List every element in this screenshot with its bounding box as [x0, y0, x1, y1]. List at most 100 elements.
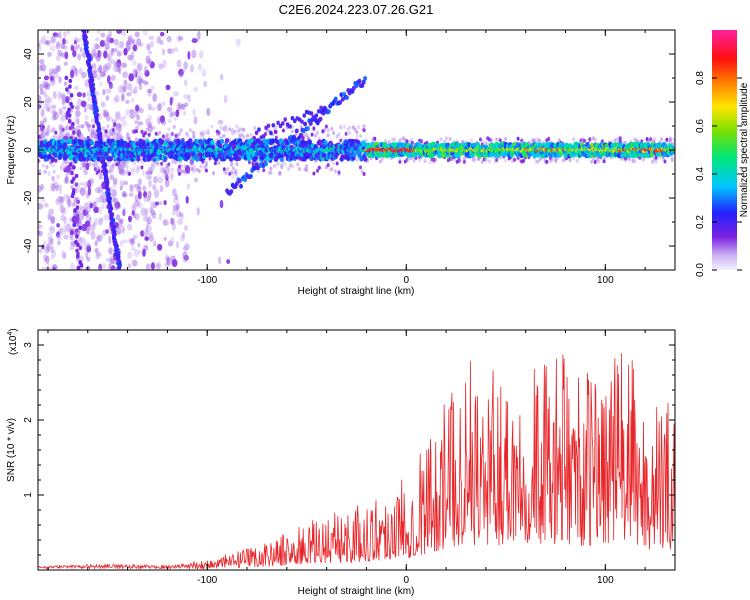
heatmap-cell [489, 139, 493, 144]
heatmap-cell [188, 138, 193, 144]
heatmap-cell [178, 103, 185, 109]
heatmap-cell [103, 213, 110, 221]
heatmap-cell [50, 76, 54, 81]
heatmap-cell [38, 248, 43, 254]
heatmap-cell [147, 132, 151, 137]
heatmap-cell [39, 120, 45, 125]
heatmap-cell [96, 235, 102, 243]
heatmap-cell [148, 231, 154, 238]
heatmap-cell [333, 169, 337, 174]
heatmap-cell [173, 117, 178, 122]
heatmap-cell [76, 254, 80, 259]
heatmap-cell [116, 131, 121, 137]
heatmap-cell [60, 114, 66, 122]
heatmap-cell [314, 113, 319, 118]
heatmap-cell [332, 161, 336, 166]
heatmap-cell [50, 245, 54, 254]
heatmap-cell [142, 214, 147, 222]
heatmap-cell [70, 179, 74, 184]
heatmap-cell [183, 61, 188, 70]
heatmap-cell [402, 136, 405, 141]
heatmap-cell [40, 183, 44, 191]
heatmap-cell [92, 201, 97, 208]
heatmap-cell [86, 242, 91, 248]
heatmap-cell [63, 228, 67, 235]
heatmap-cell [94, 187, 101, 194]
heatmap-cell [281, 121, 285, 126]
heatmap-cell [95, 234, 102, 241]
heatmap-cell [181, 169, 185, 174]
heatmap-cell [144, 70, 150, 77]
heatmap-cell [121, 62, 128, 68]
heatmap-cell [332, 131, 336, 135]
heatmap-cell [178, 212, 183, 218]
heatmap-cell [143, 65, 148, 74]
heatmap-cell [178, 164, 181, 169]
heatmap-cell [344, 95, 349, 101]
heatmap-cell [588, 138, 592, 143]
heatmap-cell [153, 189, 160, 198]
heatmap-cell [166, 257, 172, 266]
heatmap-cell [504, 158, 508, 163]
heatmap-cell [193, 86, 198, 93]
heatmap-cell [84, 114, 89, 121]
heatmap-cell [161, 134, 165, 139]
heatmap-cell [142, 80, 149, 85]
heatmap-cell [204, 160, 208, 165]
heatmap-cell [108, 263, 112, 270]
heatmap-cell [98, 234, 103, 242]
heatmap-cell [146, 225, 153, 233]
heatmap-cell [156, 243, 163, 251]
heatmap-cell [84, 202, 89, 210]
heatmap-cell [223, 95, 228, 103]
heatmap-cell [93, 53, 98, 59]
tick-label: 0.2 [695, 215, 706, 229]
heatmap-cell [538, 138, 542, 143]
heatmap-cell [108, 247, 115, 256]
heatmap-cell [70, 104, 74, 110]
heatmap-cell [378, 159, 382, 164]
heatmap-cell [115, 214, 121, 221]
heatmap-cell [120, 164, 125, 173]
heatmap-cell [561, 158, 565, 163]
heatmap-cell [156, 37, 162, 45]
heatmap-cell [93, 167, 97, 172]
heatmap-cell [82, 209, 89, 217]
heatmap-cell [104, 134, 108, 139]
heatmap-cell [70, 193, 75, 199]
heatmap-cell [419, 139, 423, 144]
heatmap-cell [129, 238, 135, 246]
heatmap-cell [67, 132, 70, 137]
heatmap-cell [672, 141, 675, 146]
heatmap-cell [269, 130, 273, 136]
heatmap-cell [146, 216, 152, 225]
heatmap-cell [108, 30, 113, 38]
heatmap-cell [174, 133, 178, 138]
heatmap-cell [330, 126, 334, 131]
heatmap-cell [59, 227, 64, 236]
heatmap-cell [130, 109, 136, 115]
heatmap-cell [191, 130, 196, 136]
heatmap-cell [117, 134, 121, 139]
heatmap-cell [59, 227, 63, 234]
heatmap-cell [134, 31, 140, 38]
heatmap-cell [62, 253, 67, 259]
heatmap-cell [145, 118, 151, 127]
heatmap-cell [129, 113, 136, 119]
heatmap-cell [156, 132, 160, 137]
heatmap-cell [538, 158, 542, 162]
tick-label: 100 [597, 275, 614, 286]
heatmap-cell [201, 68, 207, 78]
heatmap-cell [167, 127, 171, 132]
heatmap-cell [64, 75, 69, 81]
heatmap-cell [302, 113, 307, 118]
heatmap-cell [52, 68, 58, 75]
heatmap-cell [100, 32, 106, 38]
heatmap-cell [206, 131, 210, 135]
heatmap-cell [357, 78, 362, 84]
heatmap-cell [184, 242, 191, 251]
heatmap-cell [122, 207, 127, 217]
heatmap-cell [317, 165, 321, 170]
heatmap-cell [152, 157, 157, 163]
heatmap-cell [86, 229, 93, 236]
